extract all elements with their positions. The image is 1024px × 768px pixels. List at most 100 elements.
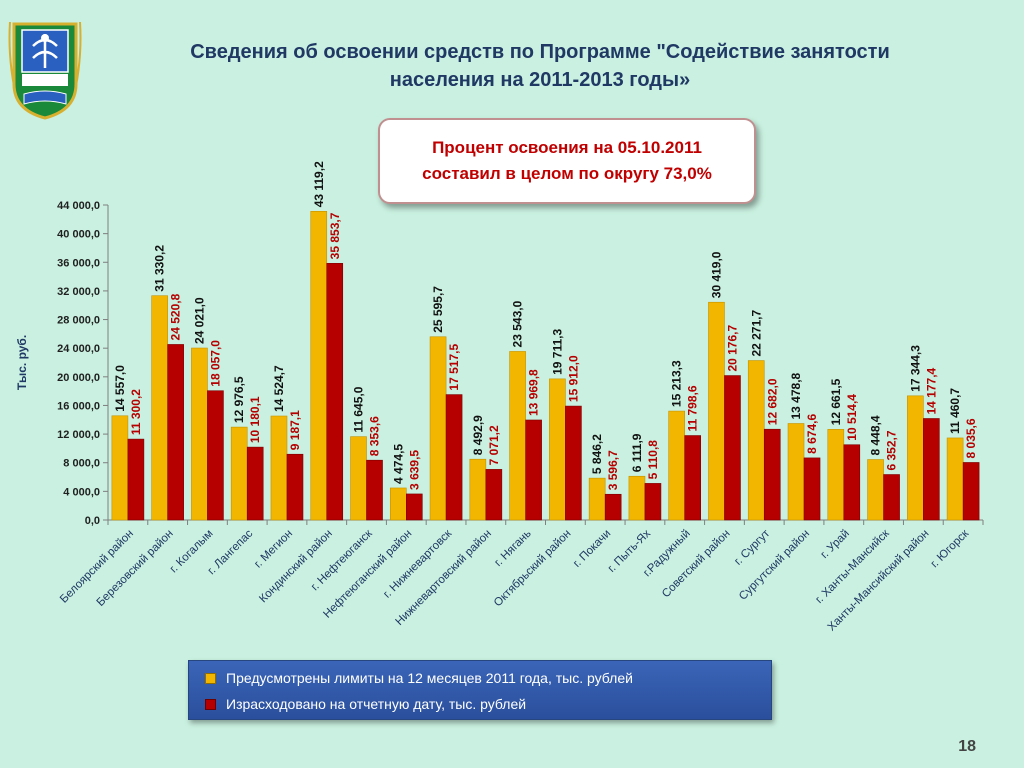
data-label-limits: 30 419,0 xyxy=(709,251,723,298)
bar-limits xyxy=(549,378,566,521)
legend-item-spent: Израсходовано на отчетную дату, тыс. руб… xyxy=(205,692,526,716)
y-tick-label: 0,0 xyxy=(85,515,100,527)
bar-spent xyxy=(843,444,861,521)
data-label-spent: 24 520,8 xyxy=(169,293,183,340)
bar-spent xyxy=(445,394,463,521)
data-label-limits: 11 645,0 xyxy=(352,386,366,432)
y-tick-label: 44 000,0 xyxy=(57,200,100,212)
bar-spent xyxy=(644,483,662,521)
title-line-1: Сведения об освоении средств по Программ… xyxy=(190,41,890,63)
bar-spent xyxy=(684,435,702,521)
legend-item-limits: Предусмотрены лимиты на 12 месяцев 2011 … xyxy=(205,666,633,690)
x-tick-label: г. Сургут xyxy=(732,527,773,568)
bar-limits xyxy=(668,410,686,521)
data-label-limits: 8 448,4 xyxy=(869,415,883,455)
bar-spent xyxy=(405,493,423,521)
bar-limits xyxy=(628,475,646,521)
data-label-spent: 10 180,1 xyxy=(248,396,262,443)
callout-line-2: составил в целом по округу 73,0% xyxy=(422,164,712,183)
bar-limits xyxy=(389,487,407,521)
data-label-spent: 8 353,6 xyxy=(368,416,382,456)
bar-spent xyxy=(962,462,980,521)
legend-swatch-limits xyxy=(205,672,216,684)
y-tick-label: 20 000,0 xyxy=(57,372,100,384)
bar-spent xyxy=(763,428,781,521)
bar-limits xyxy=(509,351,526,521)
y-tick-label: 16 000,0 xyxy=(57,400,100,412)
bar-limits xyxy=(151,295,168,521)
bar-spent xyxy=(167,344,184,521)
bar-limits xyxy=(310,211,328,521)
data-label-limits: 12 976,5 xyxy=(232,376,246,423)
legend-label-limits: Предусмотрены лимиты на 12 месяцев 2011 … xyxy=(226,670,633,686)
data-label-limits: 14 557,0 xyxy=(113,365,127,412)
bar-spent xyxy=(803,457,821,521)
bar-spent xyxy=(923,418,940,521)
data-label-spent: 8 035,6 xyxy=(964,418,978,458)
data-label-limits: 14 524,7 xyxy=(272,365,286,412)
bar-limits xyxy=(907,395,924,521)
bar-limits xyxy=(429,336,447,521)
data-label-spent: 3 639,5 xyxy=(407,450,421,490)
bar-limits xyxy=(747,360,765,521)
x-tick-label: г. Урай xyxy=(819,528,852,561)
data-label-spent: 35 853,7 xyxy=(328,212,342,259)
data-label-limits: 4 474,5 xyxy=(391,444,405,484)
data-label-spent: 20 176,7 xyxy=(725,325,739,372)
data-label-spent: 18 057,0 xyxy=(208,340,222,387)
bar-limits xyxy=(469,458,487,521)
x-tick-label: г. Покачи xyxy=(571,528,613,570)
data-label-spent: 3 596,7 xyxy=(606,450,620,490)
y-axis-label: Тыс. руб. xyxy=(15,335,29,390)
data-label-limits: 19 711,3 xyxy=(550,329,564,375)
bar-spent xyxy=(604,493,622,521)
y-tick-label: 36 000,0 xyxy=(57,257,100,269)
data-label-limits: 15 213,3 xyxy=(670,360,684,407)
bar-limits xyxy=(350,436,367,521)
percent-callout: Процент освоения на 05.10.2011 составил … xyxy=(378,118,756,204)
y-tick-label: 8 000,0 xyxy=(63,458,100,470)
data-label-limits: 11 460,7 xyxy=(948,388,962,434)
data-label-spent: 7 071,2 xyxy=(487,425,501,465)
callout-line-1: Процент освоения на 05.10.2011 xyxy=(432,138,702,157)
bar-limits xyxy=(588,477,606,521)
data-label-spent: 9 187,1 xyxy=(288,410,302,450)
data-label-spent: 8 674,6 xyxy=(805,414,819,454)
data-label-spent: 5 110,8 xyxy=(646,440,660,480)
data-label-limits: 5 846,2 xyxy=(590,434,604,474)
bar-spent xyxy=(565,405,582,521)
data-label-limits: 17 344,3 xyxy=(908,345,922,392)
legend-label-spent: Израсходовано на отчетную дату, тыс. руб… xyxy=(226,696,527,712)
bar-spent xyxy=(525,419,542,521)
data-label-limits: 13 478,8 xyxy=(789,372,803,419)
data-label-limits: 22 271,7 xyxy=(749,310,763,357)
bar-limits xyxy=(270,415,288,521)
x-tick-label: Советский район xyxy=(660,528,733,601)
bar-limits xyxy=(867,459,884,521)
bar-spent xyxy=(127,438,145,521)
y-tick-label: 32 000,0 xyxy=(57,286,100,298)
data-label-spent: 6 352,7 xyxy=(885,430,899,470)
coat-of-arms-emblem xyxy=(8,21,82,120)
data-label-spent: 12 682,0 xyxy=(765,378,779,425)
x-tick-label: Сургутский район xyxy=(737,528,812,603)
data-label-spent: 13 969,8 xyxy=(527,369,541,416)
data-label-limits: 31 330,2 xyxy=(153,245,167,292)
data-label-spent: 17 517,5 xyxy=(447,344,461,391)
page-number: 18 xyxy=(958,738,976,755)
y-tick-label: 28 000,0 xyxy=(57,315,100,327)
y-tick-label: 24 000,0 xyxy=(57,343,100,355)
data-label-limits: 6 111,9 xyxy=(630,433,644,472)
y-tick-label: 4 000,0 xyxy=(63,486,100,498)
data-label-limits: 8 492,9 xyxy=(471,415,485,455)
data-label-spent: 11 300,2 xyxy=(129,389,143,435)
title-line-2: населения на 2011-2013 годы» xyxy=(389,69,691,91)
x-tick-label: г. Нягань xyxy=(492,528,533,569)
data-label-limits: 43 119,2 xyxy=(312,161,326,207)
x-tick-label: г. Ханты-Мансийск xyxy=(813,527,892,606)
data-label-limits: 23 543,0 xyxy=(511,300,525,347)
y-tick-label: 12 000,0 xyxy=(57,429,100,441)
bar-spent xyxy=(286,453,304,521)
bar-spent xyxy=(724,375,741,521)
